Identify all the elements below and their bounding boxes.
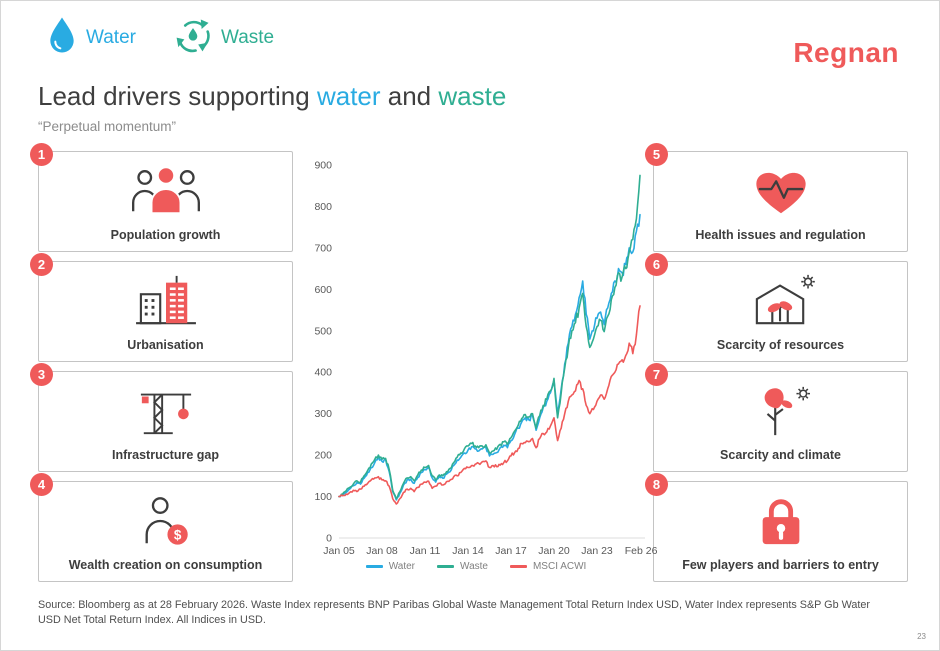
svg-text:500: 500: [314, 325, 332, 337]
svg-text:100: 100: [314, 491, 332, 503]
health-icon: [654, 162, 907, 220]
svg-text:300: 300: [314, 408, 332, 420]
title-water-word: water: [316, 81, 381, 111]
source-note: Source: Bloomberg as at 28 February 2026…: [38, 599, 870, 627]
regnan-logo: Regnan: [793, 37, 899, 68]
lock-icon: [654, 492, 907, 550]
driver-box-population: 1 Population growth: [30, 143, 293, 252]
driver-label: Scarcity and climate: [720, 448, 841, 462]
driver-box-resources: 6 Scarcity of resources: [645, 253, 908, 362]
legend-label: Waste: [460, 561, 488, 572]
legend-swatch: [365, 565, 383, 568]
water-header-group: Water: [47, 15, 136, 60]
driver-label: Few players and barriers to entry: [682, 558, 879, 572]
svg-text:400: 400: [314, 367, 332, 379]
svg-text:Jan 08: Jan 08: [366, 545, 398, 557]
svg-text:Jan 05: Jan 05: [323, 545, 355, 557]
index-chart: 0 100 200 300 400 500 600 700 800 900 Jan 05 Jan 08…: [295, 153, 658, 573]
title-prefix: Lead drivers supporting: [38, 81, 317, 111]
legend-item-msci-acwi: MSCI ACWI: [509, 561, 587, 572]
water-label: Water: [86, 26, 136, 48]
driver-box-wealth: 4 $ Wealth creation on consumption: [30, 473, 293, 582]
driver-number-badge: 5: [645, 143, 668, 166]
svg-text:$: $: [173, 527, 181, 542]
driver-box-climate: 7 Scarcity and climate: [645, 363, 908, 472]
infrastructure-icon: [39, 382, 292, 440]
urbanisation-icon: [39, 272, 292, 330]
driver-box-health: 5 Health issues and regulation: [645, 143, 908, 252]
svg-text:Feb 26: Feb 26: [625, 545, 658, 557]
legend-swatch: [437, 565, 454, 568]
population-icon: [39, 162, 292, 220]
chart-plot-area: 0 100 200 300 400 500 600 700 800 900 Jan 05 Jan 08…: [295, 153, 658, 558]
waste-label: Waste: [220, 26, 275, 48]
legend-swatch: [509, 565, 527, 568]
driver-number-badge: 6: [645, 253, 668, 276]
svg-text:0: 0: [326, 533, 332, 545]
svg-text:Jan 17: Jan 17: [495, 545, 527, 557]
svg-text:Jan 23: Jan 23: [581, 545, 613, 557]
title-waste-word: waste: [438, 81, 507, 111]
driver-label: Health issues and regulation: [695, 228, 866, 242]
driver-number-badge: 8: [645, 473, 668, 496]
driver-box-infrastructure: 3 Infrastructure gap: [30, 363, 293, 472]
chart-legend: Water Waste MSCI ACWI: [295, 561, 657, 572]
waste-header-group: Waste: [174, 16, 274, 59]
page-title: Lead drivers supporting water and waste: [38, 81, 506, 112]
svg-text:700: 700: [314, 242, 332, 254]
driver-label: Scarcity of resources: [716, 338, 845, 352]
driver-number-badge: 4: [30, 473, 53, 496]
climate-icon: [654, 382, 907, 440]
right-driver-column: 5 Health issues and regulation 6 Scarcity…: [645, 143, 908, 591]
svg-text:Jan 14: Jan 14: [452, 545, 484, 557]
svg-text:200: 200: [314, 450, 332, 462]
recycle-icon: [174, 16, 212, 59]
legend-item-water: Water: [365, 561, 415, 572]
svg-text:600: 600: [314, 284, 332, 296]
driver-label: Infrastructure gap: [112, 448, 219, 462]
driver-label: Urbanisation: [127, 338, 204, 352]
driver-label: Population growth: [110, 228, 221, 242]
wealth-icon: $: [39, 492, 292, 550]
driver-number-badge: 3: [30, 363, 53, 386]
resources-icon: [654, 272, 907, 330]
svg-text:Jan 20: Jan 20: [538, 545, 570, 557]
driver-number-badge: 1: [30, 143, 53, 166]
driver-number-badge: 2: [30, 253, 53, 276]
header: Water Waste: [47, 15, 274, 60]
title-and-word: and: [380, 81, 439, 111]
svg-text:Jan 11: Jan 11: [410, 545, 441, 557]
driver-number-badge: 7: [645, 363, 668, 386]
driver-box-urbanisation: 2 Urbanisation: [30, 253, 293, 362]
svg-text:800: 800: [314, 201, 332, 213]
line-chart-svg: 0 100 200 300 400 500 600 700 800 900 Jan 05 Jan 08…: [314, 160, 658, 558]
water-drop-icon: [47, 15, 77, 60]
left-driver-column: 1 Population growth 2 Urbanisation 3: [30, 143, 293, 591]
driver-label: Wealth creation on consumption: [68, 558, 263, 572]
legend-label: MSCI ACWI: [532, 561, 587, 572]
subtitle: “Perpetual momentum”: [38, 119, 177, 134]
svg-text:900: 900: [314, 160, 332, 172]
driver-box-lock: 8 Few players and barriers to entry: [645, 473, 908, 582]
legend-label: Water: [388, 561, 415, 572]
legend-item-waste: Waste: [437, 561, 488, 572]
page-number: 23: [917, 632, 926, 641]
